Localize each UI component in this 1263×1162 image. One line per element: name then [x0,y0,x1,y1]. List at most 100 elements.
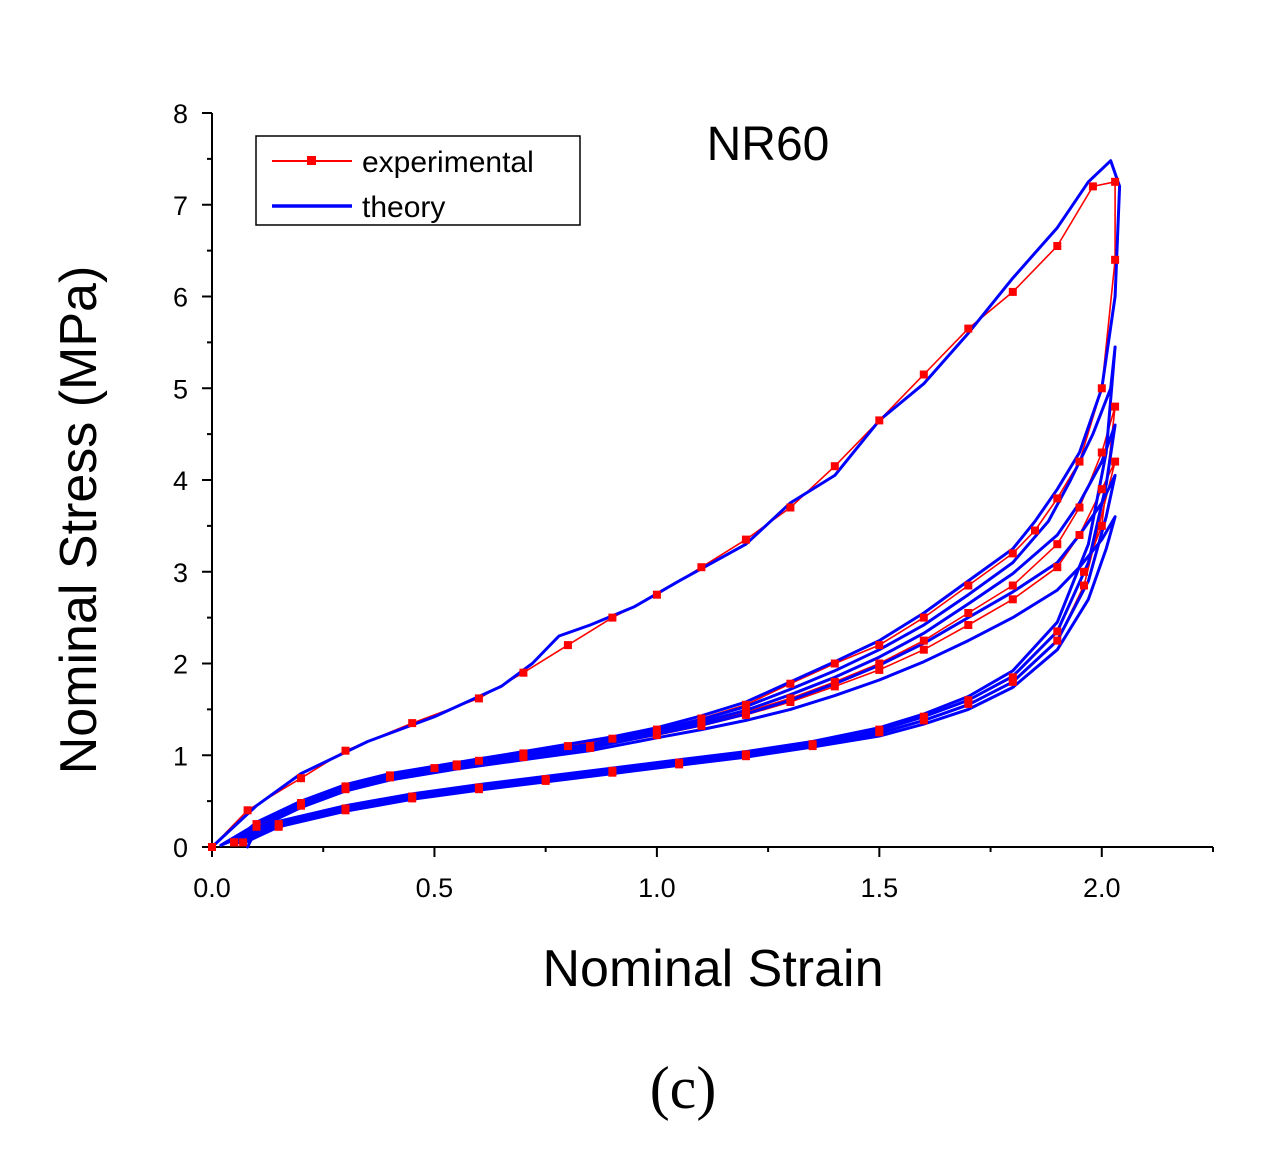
experimental-point [741,535,750,544]
experimental-point [964,324,973,333]
experimental-point [1053,563,1062,572]
experimental-point [875,665,884,674]
experimental-point [786,503,795,512]
experimental-point [408,794,417,803]
experimental-point [297,800,305,809]
experimental-point [1111,255,1120,264]
experimental-point [474,694,483,703]
y-tick-label: 0 [173,833,188,863]
experimental-point [786,679,795,688]
experimental-point [697,563,706,572]
experimental-point [341,746,350,755]
experimental-point [919,370,928,379]
experimental-point [230,838,239,847]
theory-series-line [219,345,1117,847]
legend-label-theory: theory [362,191,445,224]
experimental-point [652,731,661,740]
experimental-point [519,753,528,762]
experimental-point [608,768,617,777]
experimental-point [830,677,839,686]
experimental-point [919,716,928,725]
y-tick-label: 7 [173,191,188,221]
experimental-point [297,774,305,783]
legend-box [255,135,581,226]
experimental-point [919,613,928,622]
experimental-point [1080,581,1088,590]
experimental-point [1080,567,1088,576]
experimental-point [1053,627,1062,636]
x-tick-label: 0.5 [416,873,454,903]
experimental-point [1053,494,1062,503]
legend-label-experimental: experimental [362,146,534,179]
y-tick-label: 6 [173,283,188,313]
experimental-point [541,776,550,785]
experimental-point [741,700,750,709]
experimental-point [519,668,528,677]
experimental-point [1097,448,1106,457]
experimental-point [786,698,795,706]
experimental-point [1097,384,1106,393]
experimental-point [1111,177,1120,186]
experimental-point [1075,531,1084,539]
experimental-point [875,659,884,668]
experimental-point [875,641,884,650]
y-tick-label: 3 [173,558,188,588]
theory-series-line [237,473,1117,845]
experimental-point [452,762,461,771]
experimental-point [964,581,973,590]
experimental-point [1053,636,1062,645]
experimental-point [652,590,661,599]
x-axis-title: Nominal Strain [542,940,883,998]
experimental-point [274,822,283,831]
experimental-point [919,645,928,654]
experimental-point [1097,521,1106,530]
experimental-point [675,760,684,769]
experimental-point [1031,526,1039,535]
legend: experimental theory [255,135,581,226]
experimental-point [341,784,350,793]
experimental-point [563,641,572,650]
experimental-point [1111,457,1120,466]
experimental-point [830,659,839,668]
experimental-point [808,742,817,751]
y-axis-title: Nominal Stress (MPa) [50,266,108,775]
x-tick-label: 1.0 [638,873,676,903]
experimental-point [608,734,617,743]
legend-marker-experimental [307,156,316,165]
experimental-point [1075,457,1084,466]
x-tick-label: 2.0 [1083,873,1121,903]
chart-title: NR60 [707,118,830,171]
panel-label: (c) [650,1055,717,1121]
experimental-point [474,756,483,765]
experimental-point [875,728,884,737]
experimental-point [1053,540,1062,549]
experimental-point [697,721,706,730]
experimental-point [386,773,394,782]
experimental-point [964,699,973,708]
experimental-point [964,609,973,617]
ticks: 0.0 0.5 1.0 1.5 2.0 0 1 2 3 4 5 6 7 8 [173,99,1214,903]
x-tick-label: 0.0 [193,873,231,903]
y-tick-label: 5 [173,374,188,404]
y-tick-label: 2 [173,650,188,680]
experimental-point [741,752,750,761]
experimental-point [1008,673,1017,682]
series-layer [208,159,1122,851]
experimental-point [563,742,572,751]
experimental-point [239,838,248,847]
experimental-point [474,785,483,794]
theory-series-line [210,159,1122,849]
experimental-point [586,743,595,752]
experimental-point [875,416,884,425]
experimental-point [608,613,617,622]
experimental-point [741,710,750,719]
experimental-point [408,719,417,728]
experimental-point [430,764,439,773]
experimental-point [697,714,706,723]
experimental-point [964,621,973,629]
experimental-point [1008,287,1017,296]
theory-series-line [241,515,1117,849]
y-tick-label: 8 [173,99,188,129]
experimental-point [1053,242,1062,250]
